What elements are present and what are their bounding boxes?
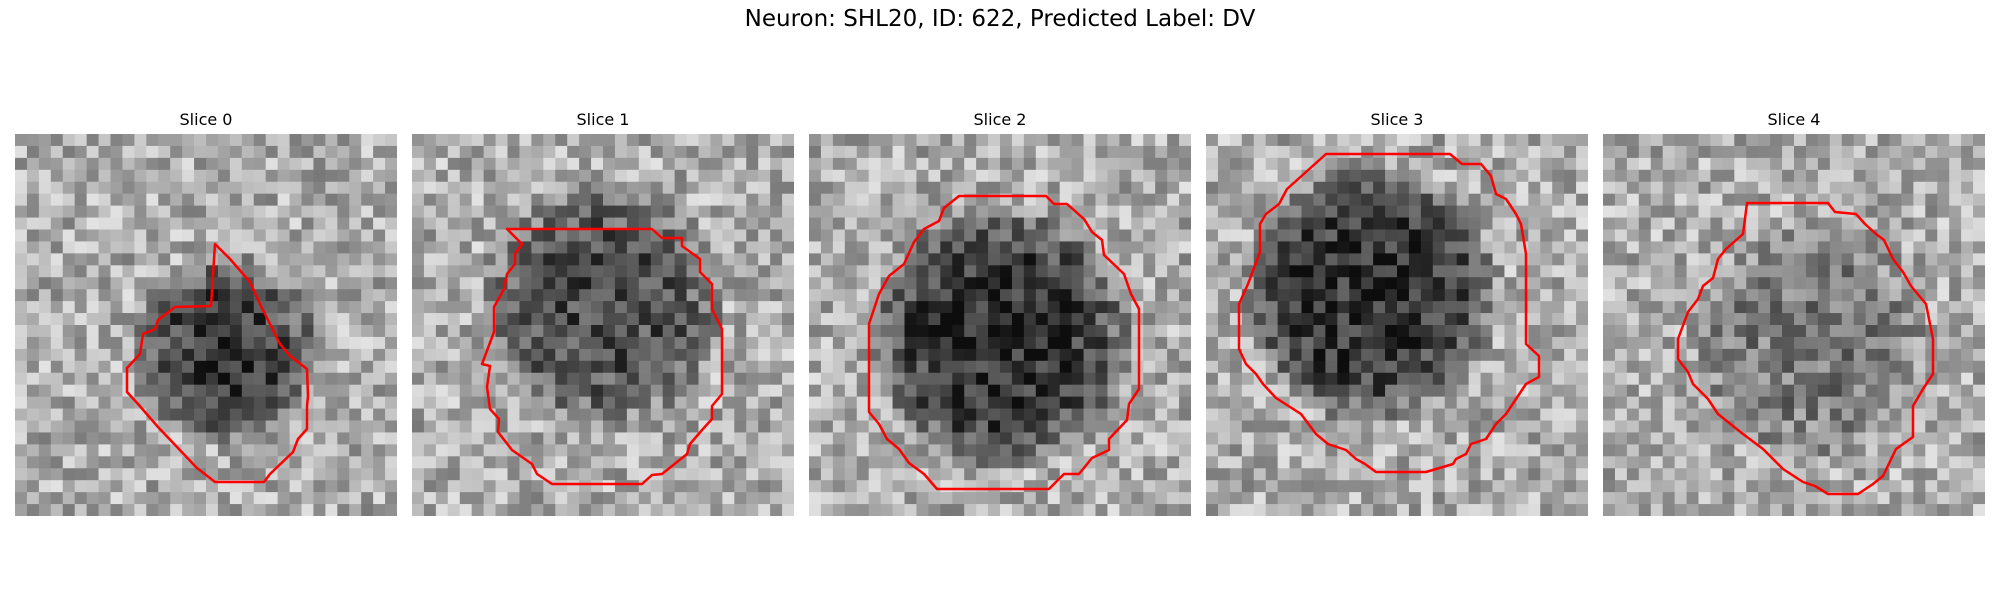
slice-panel-4: Slice 4 <box>1603 110 1985 516</box>
slice-title: Slice 2 <box>973 110 1027 129</box>
roi-outline <box>125 242 310 484</box>
slice-image <box>809 134 1191 516</box>
slice-panel-0: Slice 0 <box>15 110 397 516</box>
slice-title: Slice 1 <box>576 110 630 129</box>
slice-image <box>1206 134 1588 516</box>
slice-panel-1: Slice 1 <box>412 110 794 516</box>
slice-title: Slice 3 <box>1370 110 1424 129</box>
slice-panel-2: Slice 2 <box>809 110 1191 516</box>
roi-outline <box>867 194 1141 491</box>
slice-image <box>1603 134 1985 516</box>
roi-outline <box>480 227 724 486</box>
slice-title: Slice 0 <box>179 110 233 129</box>
slice-image <box>412 134 794 516</box>
figure-title: Neuron: SHL20, ID: 622, Predicted Label:… <box>744 6 1256 32</box>
slice-panel-3: Slice 3 <box>1206 110 1588 516</box>
slice-title: Slice 4 <box>1767 110 1821 129</box>
roi-outline <box>1676 201 1935 496</box>
roi-outline <box>1237 152 1541 474</box>
slice-image <box>15 134 397 516</box>
